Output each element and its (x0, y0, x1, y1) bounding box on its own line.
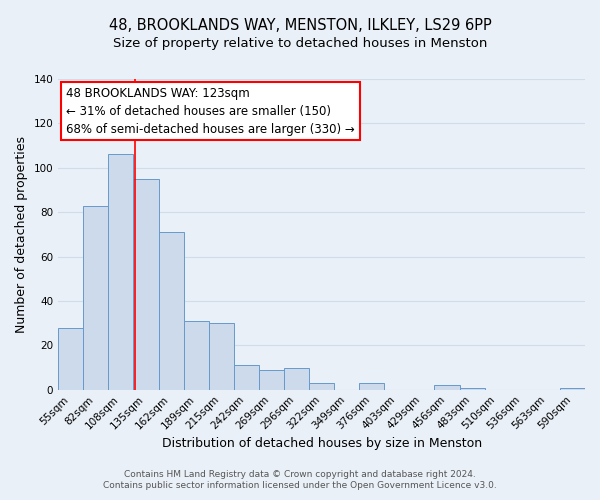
Bar (158, 232, 184, 390)
Bar (560, 388, 585, 390)
Text: Contains public sector information licensed under the Open Government Licence v3: Contains public sector information licen… (103, 481, 497, 490)
Bar (184, 321, 209, 390)
Bar (309, 383, 334, 390)
Bar (58, 328, 83, 390)
Y-axis label: Number of detached properties: Number of detached properties (15, 136, 28, 333)
Bar (83, 206, 109, 390)
Text: 48, BROOKLANDS WAY, MENSTON, ILKLEY, LS29 6PP: 48, BROOKLANDS WAY, MENSTON, ILKLEY, LS2… (109, 18, 491, 32)
Bar (359, 383, 385, 390)
Bar (209, 323, 234, 390)
Text: Contains HM Land Registry data © Crown copyright and database right 2024.: Contains HM Land Registry data © Crown c… (124, 470, 476, 479)
Bar (284, 368, 309, 390)
Bar (133, 179, 158, 390)
Bar (460, 388, 485, 390)
Text: Size of property relative to detached houses in Menston: Size of property relative to detached ho… (113, 38, 487, 51)
Bar (109, 154, 133, 390)
Text: 48 BROOKLANDS WAY: 123sqm
← 31% of detached houses are smaller (150)
68% of semi: 48 BROOKLANDS WAY: 123sqm ← 31% of detac… (66, 87, 355, 136)
Bar (234, 366, 259, 390)
Bar (434, 386, 460, 390)
Bar (259, 370, 284, 390)
X-axis label: Distribution of detached houses by size in Menston: Distribution of detached houses by size … (161, 437, 482, 450)
